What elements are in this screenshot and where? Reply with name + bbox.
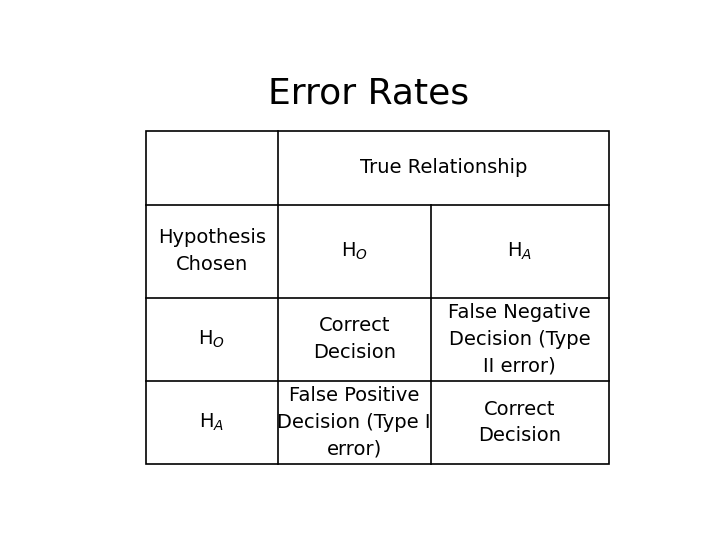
Bar	[145, 131, 609, 464]
Text: H$_O$: H$_O$	[198, 328, 225, 350]
Text: Correct
Decision: Correct Decision	[478, 400, 562, 445]
Text: False Positive
Decision (Type I
error): False Positive Decision (Type I error)	[277, 387, 431, 458]
Text: H$_O$: H$_O$	[341, 240, 368, 262]
Text: Error Rates: Error Rates	[269, 77, 469, 111]
Text: H$_A$: H$_A$	[199, 411, 225, 433]
Text: Hypothesis
Chosen: Hypothesis Chosen	[158, 228, 266, 274]
Text: Correct
Decision: Correct Decision	[312, 316, 396, 362]
Text: H$_A$: H$_A$	[507, 240, 532, 262]
Text: True Relationship: True Relationship	[360, 158, 527, 178]
Text: False Negative
Decision (Type
II error): False Negative Decision (Type II error)	[449, 303, 591, 375]
